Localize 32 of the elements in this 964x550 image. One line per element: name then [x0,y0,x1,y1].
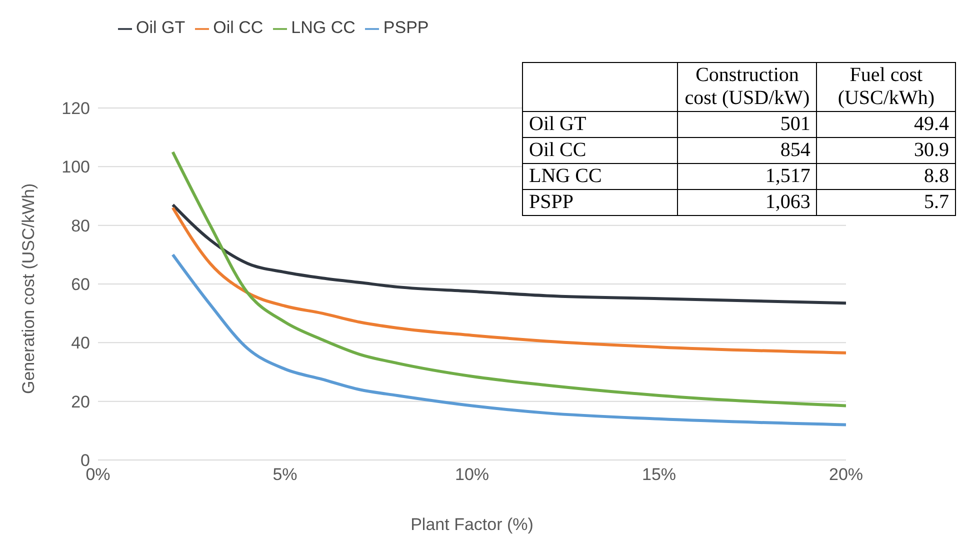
category-label: Oil GT [529,113,586,135]
category-label: Construction cost (USD/kW) [678,62,817,112]
text: 1,517 [765,165,810,187]
y-tick-label: 20 [71,392,90,412]
text: 8.8 [924,165,949,187]
x-tick-label: 15% [642,465,676,484]
x-tick-label: 10% [454,465,490,484]
legend-label: PSPP [383,18,429,37]
x-tick-label: 5% [272,465,298,484]
legend-label: Oil CC [213,18,264,37]
text: 1,063 [765,191,810,213]
text: 5.7 [924,191,949,213]
y-tick-label: 60 [71,275,90,294]
x-axis-title: Plant Factor (%) [410,515,534,534]
line-series [171,253,846,426]
text: 49.4 [914,113,949,135]
text: 30.9 [914,139,949,161]
text: 854 [780,139,810,161]
legend-label: Oil GT [136,18,186,37]
y-tick-label: 100 [62,158,90,177]
x-tick-label: 20% [828,465,864,484]
y-tick-label: 80 [71,216,90,236]
text: 501 [780,113,810,135]
y-tick-label: 120 [62,99,90,118]
x-tick-label: 0% [86,465,110,484]
category-label: LNG CC [529,165,602,187]
category-label: PSPP [529,191,574,213]
category-label: Oil CC [529,139,586,161]
category-label: Fuel cost (USC/kWh) [816,62,956,112]
legend-label: LNG CC [291,18,356,37]
y-tick-label: 40 [71,334,90,353]
y-axis-title: Generation cost (USC/kWh) [19,183,38,394]
